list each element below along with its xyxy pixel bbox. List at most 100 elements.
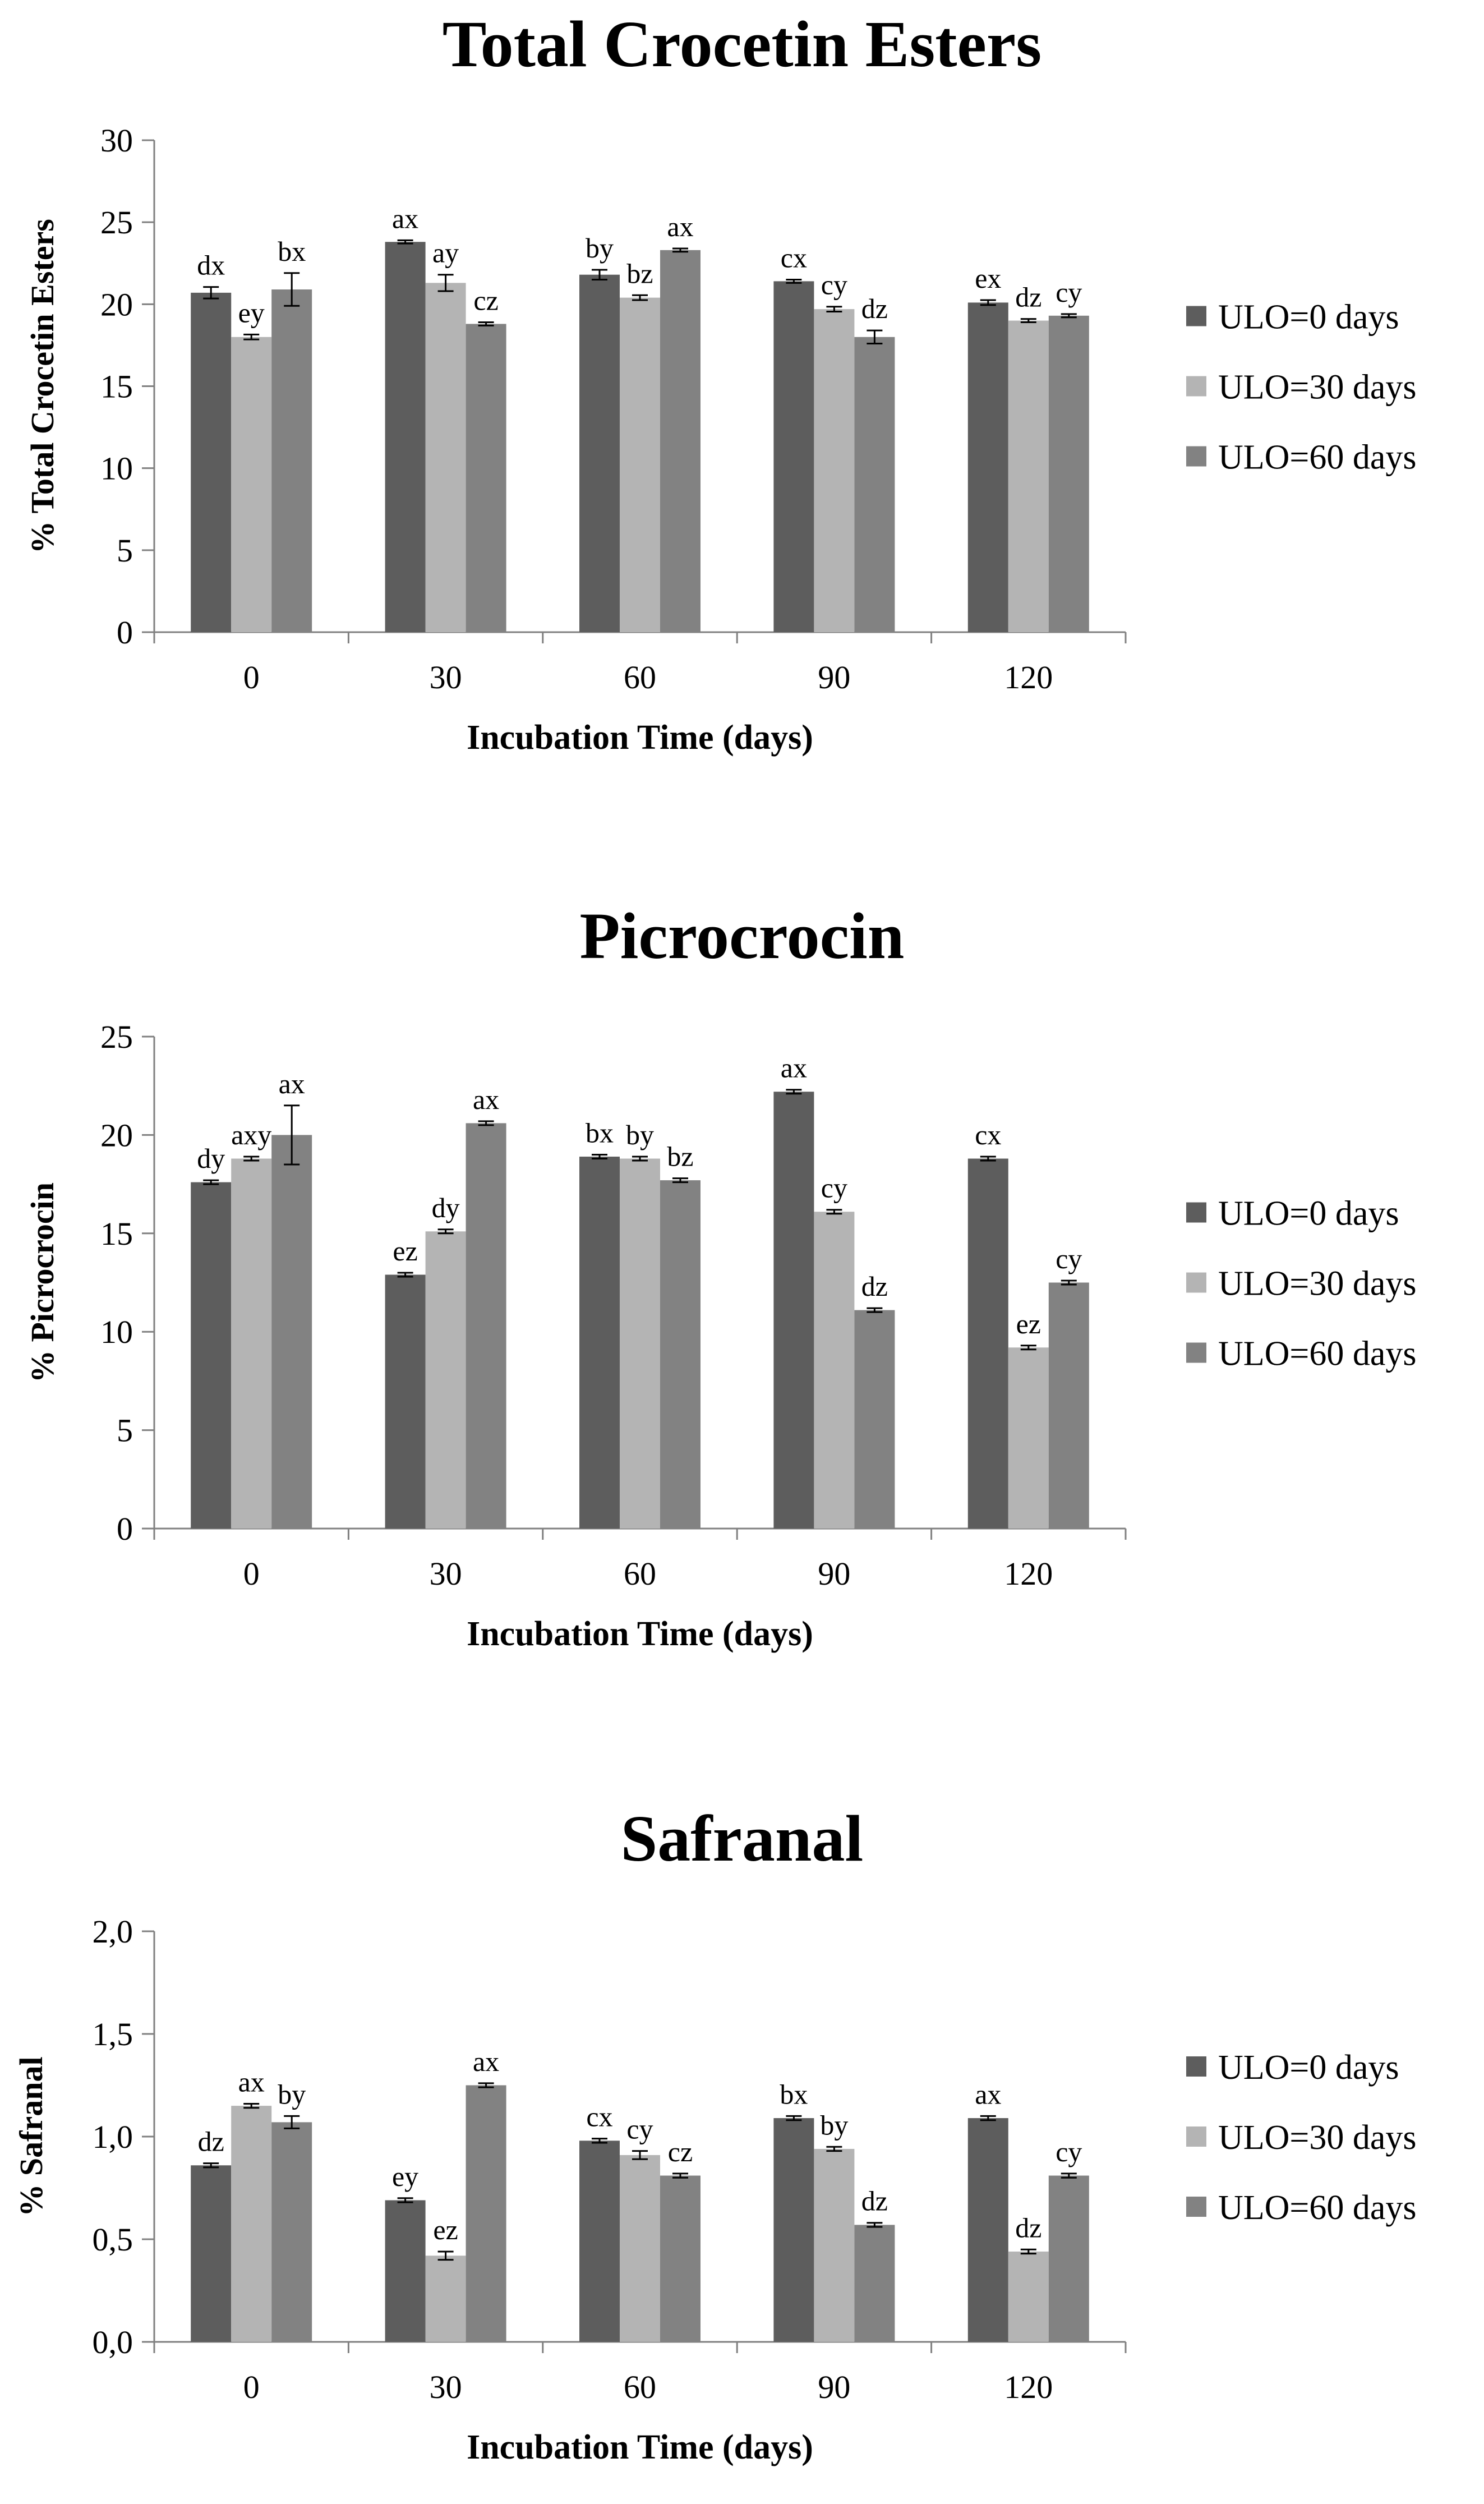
y-axis-title: % Picrocrocin — [24, 1182, 61, 1383]
data-label: dy — [197, 1143, 225, 1174]
legend-swatch — [1186, 306, 1206, 326]
bar — [773, 281, 814, 632]
x-tick-label: 120 — [1004, 659, 1053, 696]
legend-swatch — [1186, 376, 1206, 397]
data-label: bx — [780, 2078, 808, 2110]
bar — [814, 1212, 855, 1529]
data-label: ez — [1016, 1308, 1041, 1340]
data-label: dz — [1015, 282, 1041, 313]
x-tick-label: 90 — [818, 659, 850, 696]
bar — [231, 2106, 272, 2342]
legend-swatch — [1186, 2126, 1206, 2147]
x-tick-label: 30 — [430, 659, 462, 696]
y-tick-label: 0 — [117, 1511, 133, 1547]
legend-label: ULO=30 days — [1218, 1265, 1417, 1303]
x-tick-label: 30 — [430, 1555, 462, 1592]
bar — [271, 2122, 312, 2342]
bar — [773, 2118, 814, 2342]
data-label: cy — [1056, 1243, 1082, 1274]
y-tick-label: 10 — [100, 450, 133, 487]
bar — [1008, 2251, 1049, 2342]
legend-swatch — [1186, 1342, 1206, 1363]
y-tick-label: 20 — [100, 1117, 133, 1153]
x-tick-label: 120 — [1004, 2369, 1053, 2405]
bar — [620, 1158, 660, 1529]
bar — [271, 1135, 312, 1529]
data-label: dx — [197, 250, 225, 281]
bar — [1048, 2175, 1089, 2342]
data-label: bx — [278, 236, 306, 267]
bar — [854, 1310, 895, 1529]
bar — [660, 250, 700, 632]
chart-title: Total Crocetin Esters — [443, 7, 1041, 81]
x-tick-label: 60 — [624, 659, 656, 696]
data-label: cy — [821, 269, 847, 301]
x-axis-title: Incubation Time (days) — [467, 1615, 813, 1653]
y-axis-title: % Safranal — [13, 2056, 49, 2216]
y-tick-label: 0,5 — [93, 2221, 133, 2258]
x-tick-label: 30 — [430, 2369, 462, 2405]
data-label: dz — [198, 2126, 224, 2157]
bar — [967, 302, 1008, 632]
legend-swatch — [1186, 446, 1206, 467]
bar — [620, 297, 660, 632]
data-label: ax — [473, 1084, 499, 1115]
y-tick-label: 5 — [117, 1412, 133, 1449]
data-label: cy — [1056, 2136, 1082, 2167]
data-label: bx — [586, 1117, 614, 1148]
data-label: ax — [781, 1052, 807, 1084]
legend-label: ULO=30 days — [1218, 369, 1417, 407]
data-label: axy — [231, 1119, 271, 1150]
data-label: cz — [668, 2136, 693, 2167]
legend-swatch — [1186, 2197, 1206, 2217]
data-label: ax — [238, 2066, 265, 2097]
bar — [773, 1092, 814, 1529]
bar — [385, 242, 426, 632]
x-tick-label: 120 — [1004, 1555, 1053, 1592]
legend-label: ULO=0 days — [1218, 2049, 1399, 2087]
chart-3: Safranal 0,0 0,5 1,0 1,5 2,0 0 30 60 90 120 Incubat… — [13, 1802, 1417, 2466]
data-label: ax — [473, 2046, 499, 2077]
x-axis-title: Incubation Time (days) — [467, 719, 813, 757]
y-tick-label: 30 — [100, 122, 133, 159]
data-label: ey — [238, 297, 265, 328]
data-label: cx — [975, 1119, 1001, 1150]
chart-title: Safranal — [621, 1802, 864, 1875]
y-tick-label: 20 — [100, 286, 133, 323]
bar — [271, 289, 312, 632]
y-tick-label: 0,0 — [93, 2324, 133, 2360]
chart-2: Picrocrocin 0 5 10 15 20 25 0 30 60 90 120 Incubatio… — [24, 899, 1417, 1653]
bar — [967, 1158, 1008, 1529]
x-tick-label: 0 — [243, 1555, 260, 1592]
y-tick-label: 1,5 — [93, 2016, 133, 2052]
data-label: ax — [279, 1068, 305, 1099]
bar — [660, 1180, 700, 1529]
data-label: ez — [433, 2214, 458, 2245]
bar — [579, 274, 620, 632]
bar — [1008, 320, 1049, 632]
bar — [385, 2200, 426, 2342]
data-label: bz — [667, 1141, 693, 1172]
x-tick-label: 90 — [818, 1555, 850, 1592]
bar — [579, 1156, 620, 1529]
data-label: dz — [1015, 2212, 1041, 2243]
bar — [1008, 1347, 1049, 1529]
bar — [191, 1182, 232, 1529]
data-label: cy — [1056, 277, 1082, 308]
data-label: dz — [861, 1271, 888, 1302]
bar — [231, 337, 272, 632]
bar — [466, 324, 506, 632]
y-tick-label: 2,0 — [93, 1913, 133, 1950]
bar — [967, 2118, 1008, 2342]
data-label: cx — [781, 242, 807, 273]
bar — [1048, 315, 1089, 632]
data-label: cy — [821, 1172, 847, 1204]
y-tick-label: 0 — [117, 614, 133, 651]
legend-label: ULO=60 days — [1218, 439, 1417, 477]
y-tick-label: 10 — [100, 1314, 133, 1350]
x-axis-title: Incubation Time (days) — [467, 2428, 813, 2466]
bar — [854, 337, 895, 632]
legend-swatch — [1186, 1272, 1206, 1293]
